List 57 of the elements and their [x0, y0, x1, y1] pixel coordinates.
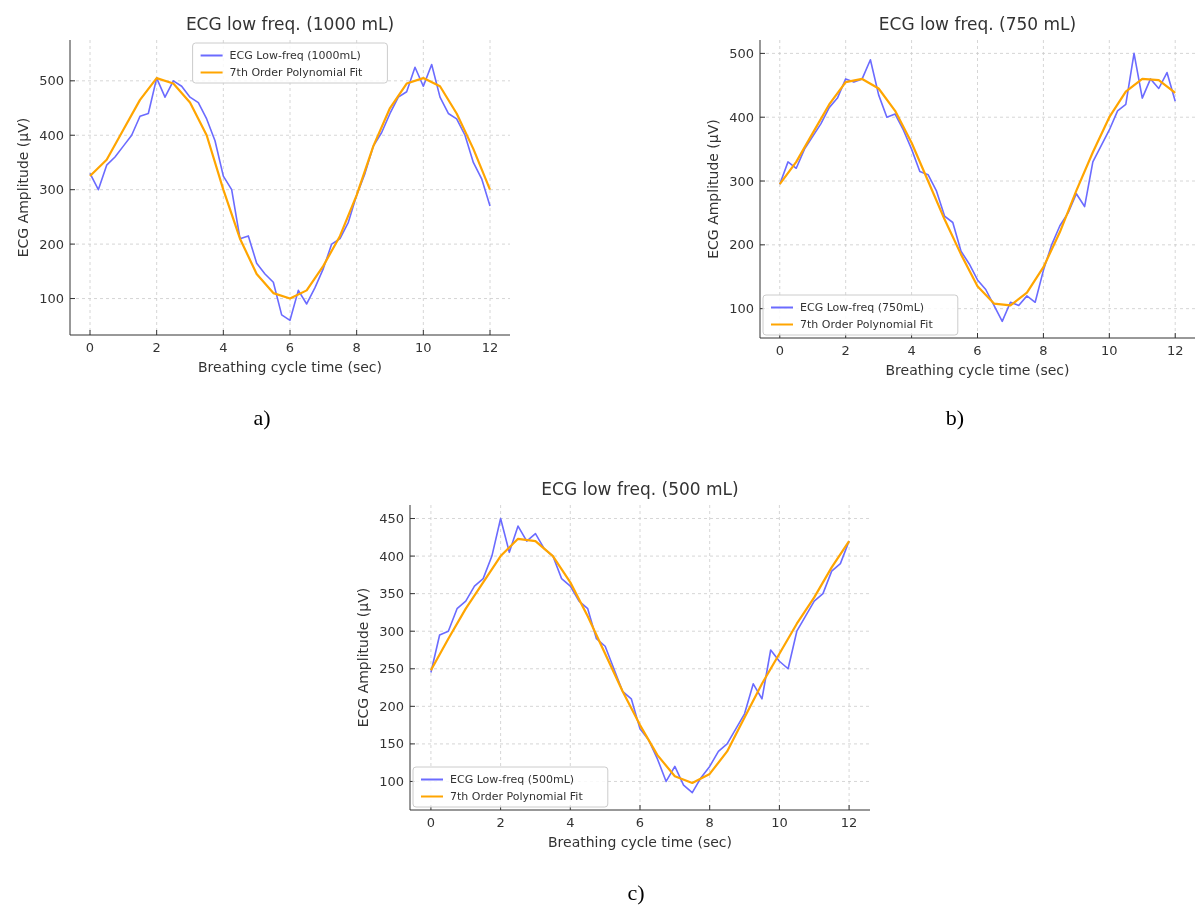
y-tick-label: 200 [379, 698, 404, 714]
x-axis-title: Breathing cycle time (sec) [885, 362, 1070, 378]
x-tick-label: 2 [496, 815, 505, 830]
legend-label: ECG Low-freq (1000mL) [229, 49, 361, 63]
legend-label: ECG Low-freq (750mL) [800, 301, 925, 315]
y-tick-label: 300 [379, 623, 404, 639]
y-tick-label: 500 [39, 73, 64, 89]
x-tick-label: 8 [705, 815, 714, 830]
y-axis-title: ECG Amplitude (µV) [15, 117, 31, 258]
y-tick-label: 400 [729, 109, 754, 125]
x-tick-label: 2 [841, 343, 850, 358]
x-tick-label: 2 [152, 340, 161, 355]
y-tick-label: 500 [729, 45, 754, 61]
x-tick-label: 4 [566, 815, 575, 830]
x-tick-label: 0 [85, 340, 95, 355]
legend-label: 7th Order Polynomial Fit [229, 66, 364, 80]
x-tick-label: 6 [635, 815, 645, 830]
y-tick-label: 100 [379, 774, 404, 789]
x-tick-label: 0 [426, 815, 436, 830]
x-tick-label: 4 [219, 340, 228, 355]
legend-label: ECG Low-freq (500mL) [450, 773, 575, 787]
y-tick-label: 200 [39, 236, 64, 252]
y-axis-title: ECG Amplitude (µV) [355, 587, 371, 728]
x-tick-label: 10 [415, 340, 432, 355]
x-tick-label: 6 [285, 340, 295, 355]
x-tick-label: 4 [907, 343, 916, 358]
x-tick-label: 12 [1166, 343, 1184, 358]
y-tick-label: 400 [379, 548, 404, 564]
y-tick-label: 200 [729, 237, 754, 253]
y-tick-label: 300 [729, 173, 754, 189]
y-tick-label: 100 [39, 291, 64, 307]
y-tick-label: 150 [379, 736, 404, 752]
chart-title: ECG low freq. (1000 mL) [185, 14, 395, 34]
y-axis-title: ECG Amplitude (µV) [705, 119, 721, 259]
y-tick-label: 300 [39, 182, 64, 198]
x-tick-label: 12 [481, 340, 499, 355]
chart-title: ECG low freq. (750 mL) [878, 14, 1077, 34]
x-tick-label: 8 [1039, 343, 1048, 358]
x-tick-label: 12 [840, 815, 858, 830]
x-tick-label: 8 [352, 340, 361, 355]
y-tick-label: 250 [379, 661, 404, 677]
text: b) [945, 405, 965, 430]
legend-label: 7th Order Polynomial Fit [800, 318, 934, 332]
x-tick-label: 10 [1101, 343, 1118, 358]
x-tick-label: 0 [775, 343, 784, 358]
text: a) [253, 405, 271, 430]
legend-label: 7th Order Polynomial Fit [450, 790, 584, 804]
y-tick-label: 400 [39, 127, 64, 143]
x-tick-label: 6 [973, 343, 982, 358]
x-tick-label: 10 [771, 815, 788, 830]
text: c) [627, 880, 645, 905]
chart-title: ECG low freq. (500 mL) [541, 479, 739, 499]
x-axis-title: Breathing cycle time (sec) [548, 834, 732, 850]
y-tick-label: 100 [729, 301, 754, 317]
y-tick-label: 450 [379, 511, 404, 527]
x-axis-title: Breathing cycle time (sec) [198, 359, 382, 375]
y-tick-label: 350 [379, 586, 404, 602]
